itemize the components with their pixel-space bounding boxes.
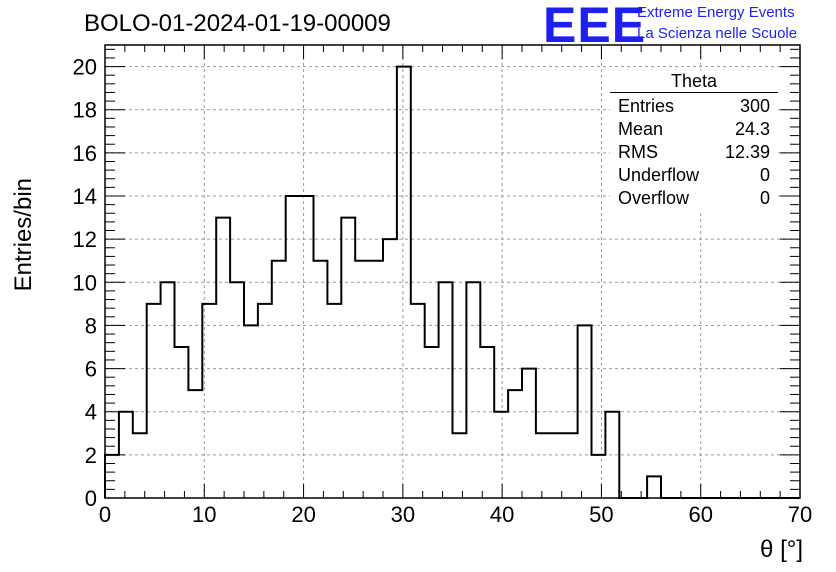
plot-frame: [104, 44, 801, 499]
stats-value: 24.3: [734, 119, 770, 139]
stats-row-overflow: Overflow 0: [610, 187, 778, 210]
logo-line-1: Extreme Energy Events: [637, 4, 795, 21]
stats-title: Theta: [610, 71, 778, 93]
x-tick-label: 40: [490, 502, 514, 527]
y-tick-label: 20: [73, 55, 97, 80]
x-tick-labels: 0 10 20 30 40 50 60 70: [99, 502, 812, 527]
y-tick-label: 4: [85, 400, 97, 425]
x-tick-label: 0: [99, 502, 111, 527]
y-tick-label: 6: [85, 357, 97, 382]
x-tick-label: 70: [788, 502, 812, 527]
stats-value: 12.39: [724, 142, 770, 162]
stats-value: 300: [739, 96, 770, 116]
stats-label: Overflow: [618, 188, 690, 208]
y-tick-label: 10: [73, 270, 97, 295]
y-axis-label: Entries/bin: [10, 178, 37, 291]
y-tick-labels: 0 2 4 6 8 10 12 14 16 18 20: [73, 55, 97, 511]
x-tick-label: 30: [391, 502, 415, 527]
stats-label: Entries: [618, 96, 675, 116]
y-tick-label: 8: [85, 313, 97, 338]
x-tick-label: 50: [589, 502, 613, 527]
y-tick-label: 12: [73, 227, 97, 252]
y-tick-label: 14: [73, 184, 97, 209]
chart-title: BOLO-01-2024-01-19-00009: [84, 10, 391, 37]
stats-row-underflow: Underflow 0: [610, 164, 778, 187]
y-tick-label: 0: [85, 486, 97, 511]
stats-label: Underflow: [618, 165, 700, 185]
stats-label: RMS: [618, 142, 658, 162]
stats-row-entries: Entries 300: [610, 95, 778, 118]
stats-value: 0: [759, 188, 770, 208]
stats-label: Mean: [618, 119, 664, 139]
y-tick-label: 2: [85, 443, 97, 468]
logo-line-2: La Scienza nelle Scuole: [637, 25, 798, 42]
x-axis-label: θ [°]: [760, 536, 803, 563]
x-tick-label: 60: [688, 502, 712, 527]
stats-row-mean: Mean 24.3: [610, 118, 778, 141]
y-tick-label: 16: [73, 141, 97, 166]
x-tick-label: 20: [291, 502, 315, 527]
grid-lines: [105, 45, 800, 498]
eee-logo: EEE: [543, 0, 647, 53]
stats-value: 0: [759, 165, 770, 185]
x-tick-label: 10: [192, 502, 216, 527]
stats-box: Theta Entries 300 Mean 24.3 RMS 12.39 Under…: [610, 71, 778, 210]
y-tick-label: 18: [73, 98, 97, 123]
stats-row-rms: RMS 12.39: [610, 141, 778, 164]
